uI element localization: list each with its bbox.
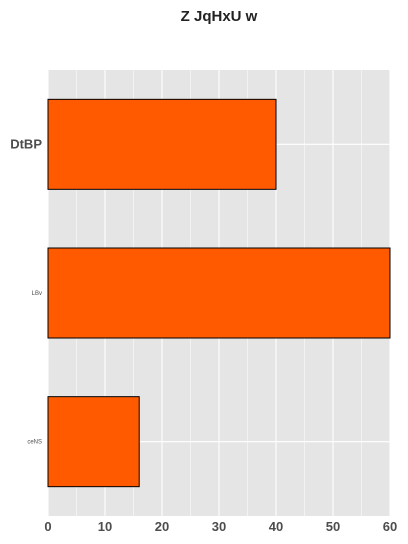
x-tick-label: 30 [212, 519, 226, 534]
bar-dtbp [47, 98, 277, 190]
chart-title: Z JqHxU w [181, 8, 258, 25]
y-category-label: ceNS [27, 440, 42, 446]
bar-cens [47, 396, 140, 488]
bars [47, 98, 391, 488]
y-axis-categories: DtBP LBv ceNS [10, 136, 42, 445]
x-tick-label: 60 [383, 519, 397, 534]
x-tick-label: 0 [44, 519, 51, 534]
x-axis-ticks: 0 10 20 30 40 50 60 [44, 519, 397, 534]
x-tick-label: 10 [98, 519, 112, 534]
y-category-label: LBv [32, 291, 42, 297]
x-tick-label: 50 [326, 519, 340, 534]
x-tick-label: 20 [155, 519, 169, 534]
y-category-label: DtBP [10, 136, 42, 151]
x-tick-label: 40 [269, 519, 283, 534]
bar-lbv [47, 247, 391, 339]
